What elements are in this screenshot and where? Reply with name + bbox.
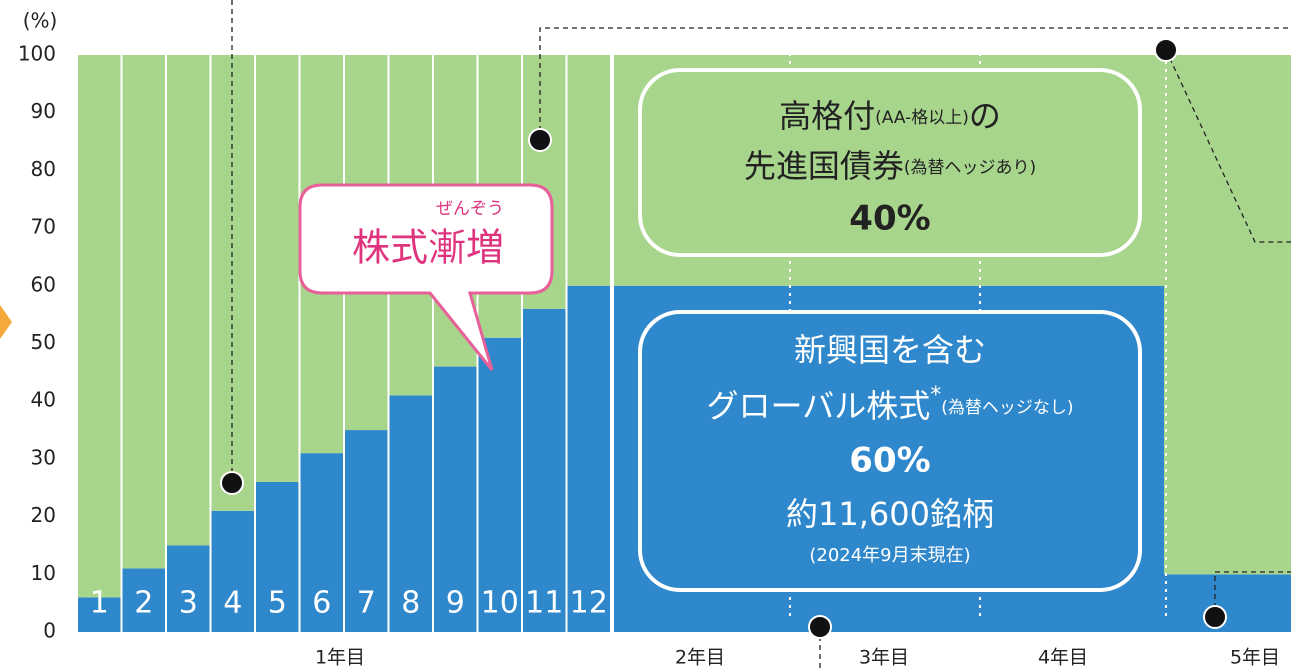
x-period-label: 5年目 xyxy=(1230,647,1280,669)
bar-segment xyxy=(1164,574,1291,632)
callout-text: 株式漸増 xyxy=(352,226,504,270)
bar-label: 7 xyxy=(357,586,376,621)
bar-label: 9 xyxy=(446,586,465,621)
dots xyxy=(220,38,1227,639)
bar-segment xyxy=(167,55,210,546)
bar-label: 5 xyxy=(268,586,287,621)
bar-label: 11 xyxy=(525,586,563,621)
equity-count: 約11,600銘柄 xyxy=(786,495,994,533)
bar-label: 8 xyxy=(401,586,420,621)
x-period-label: 2年目 xyxy=(675,647,725,669)
bar-segment xyxy=(1164,55,1291,575)
equity-asof: (2024年9月末現在) xyxy=(809,545,970,566)
equity-box: 新興国を含む グローバル株式*(為替ヘッジなし) 60% 約11,600銘柄 (… xyxy=(638,310,1142,592)
bond-share: 40% xyxy=(849,199,930,239)
bar-label: 1 xyxy=(90,586,109,621)
y-tick-label: 60 xyxy=(31,272,56,296)
ruby: ぜんぞう xyxy=(436,199,504,219)
bond-line2: 先進国債券(為替ヘッジあり) xyxy=(744,147,1036,185)
bar-segment xyxy=(78,597,121,632)
x-period-label: 4年目 xyxy=(1038,647,1088,669)
y-tick-label: 20 xyxy=(31,503,56,527)
leaders xyxy=(231,0,1291,670)
y-tick-label: 30 xyxy=(31,445,56,469)
bar-label: 3 xyxy=(179,586,198,621)
x-period-label: 1年目 xyxy=(315,647,365,669)
bar-segment xyxy=(211,55,254,511)
y-tick-label: 70 xyxy=(31,215,56,239)
bar-segment xyxy=(523,308,566,632)
bar-segment xyxy=(167,545,210,632)
x-period-label: 3年目 xyxy=(859,647,909,669)
y-tick-label: 80 xyxy=(31,157,56,181)
equity-line2: グローバル株式*(為替ヘッジなし) xyxy=(707,383,1074,425)
callout: ぜんぞう 株式漸増 xyxy=(298,183,554,371)
bar-segment xyxy=(256,481,299,632)
y-tick-label: 90 xyxy=(31,99,56,123)
bar-segment xyxy=(211,510,254,632)
bar-segment xyxy=(122,568,165,632)
bar-segment xyxy=(122,55,165,569)
bar-segment xyxy=(389,395,432,632)
bar-segment xyxy=(78,55,121,598)
y-tick-label: 100 xyxy=(18,42,56,66)
y-unit: (%) xyxy=(23,9,58,33)
bond-box: 高格付(AA-格以上)の 先進国債券(為替ヘッジあり) 40% xyxy=(638,68,1142,257)
arrow-marker xyxy=(0,305,12,339)
y-tick-label: 40 xyxy=(31,388,56,412)
bar-label: 2 xyxy=(134,586,153,621)
bar-label: 10 xyxy=(481,586,519,621)
bar-segment xyxy=(567,285,610,632)
bar-segment xyxy=(300,453,343,632)
bar-label: 12 xyxy=(570,586,608,621)
bar-segment xyxy=(567,55,610,286)
bar-label: 6 xyxy=(312,586,331,621)
bond-line1: 高格付(AA-格以上)の xyxy=(779,97,1001,135)
bar-segment xyxy=(345,430,388,632)
y-tick-label: 0 xyxy=(43,619,56,643)
y-tick-label: 50 xyxy=(31,330,56,354)
bar-label: 4 xyxy=(223,586,242,621)
bar-segment xyxy=(478,337,521,632)
equity-share: 60% xyxy=(849,441,930,481)
equity-line1: 新興国を含む xyxy=(794,331,986,369)
bar-segment xyxy=(434,366,477,632)
y-tick-label: 10 xyxy=(31,561,56,585)
bar-segment xyxy=(256,55,299,482)
